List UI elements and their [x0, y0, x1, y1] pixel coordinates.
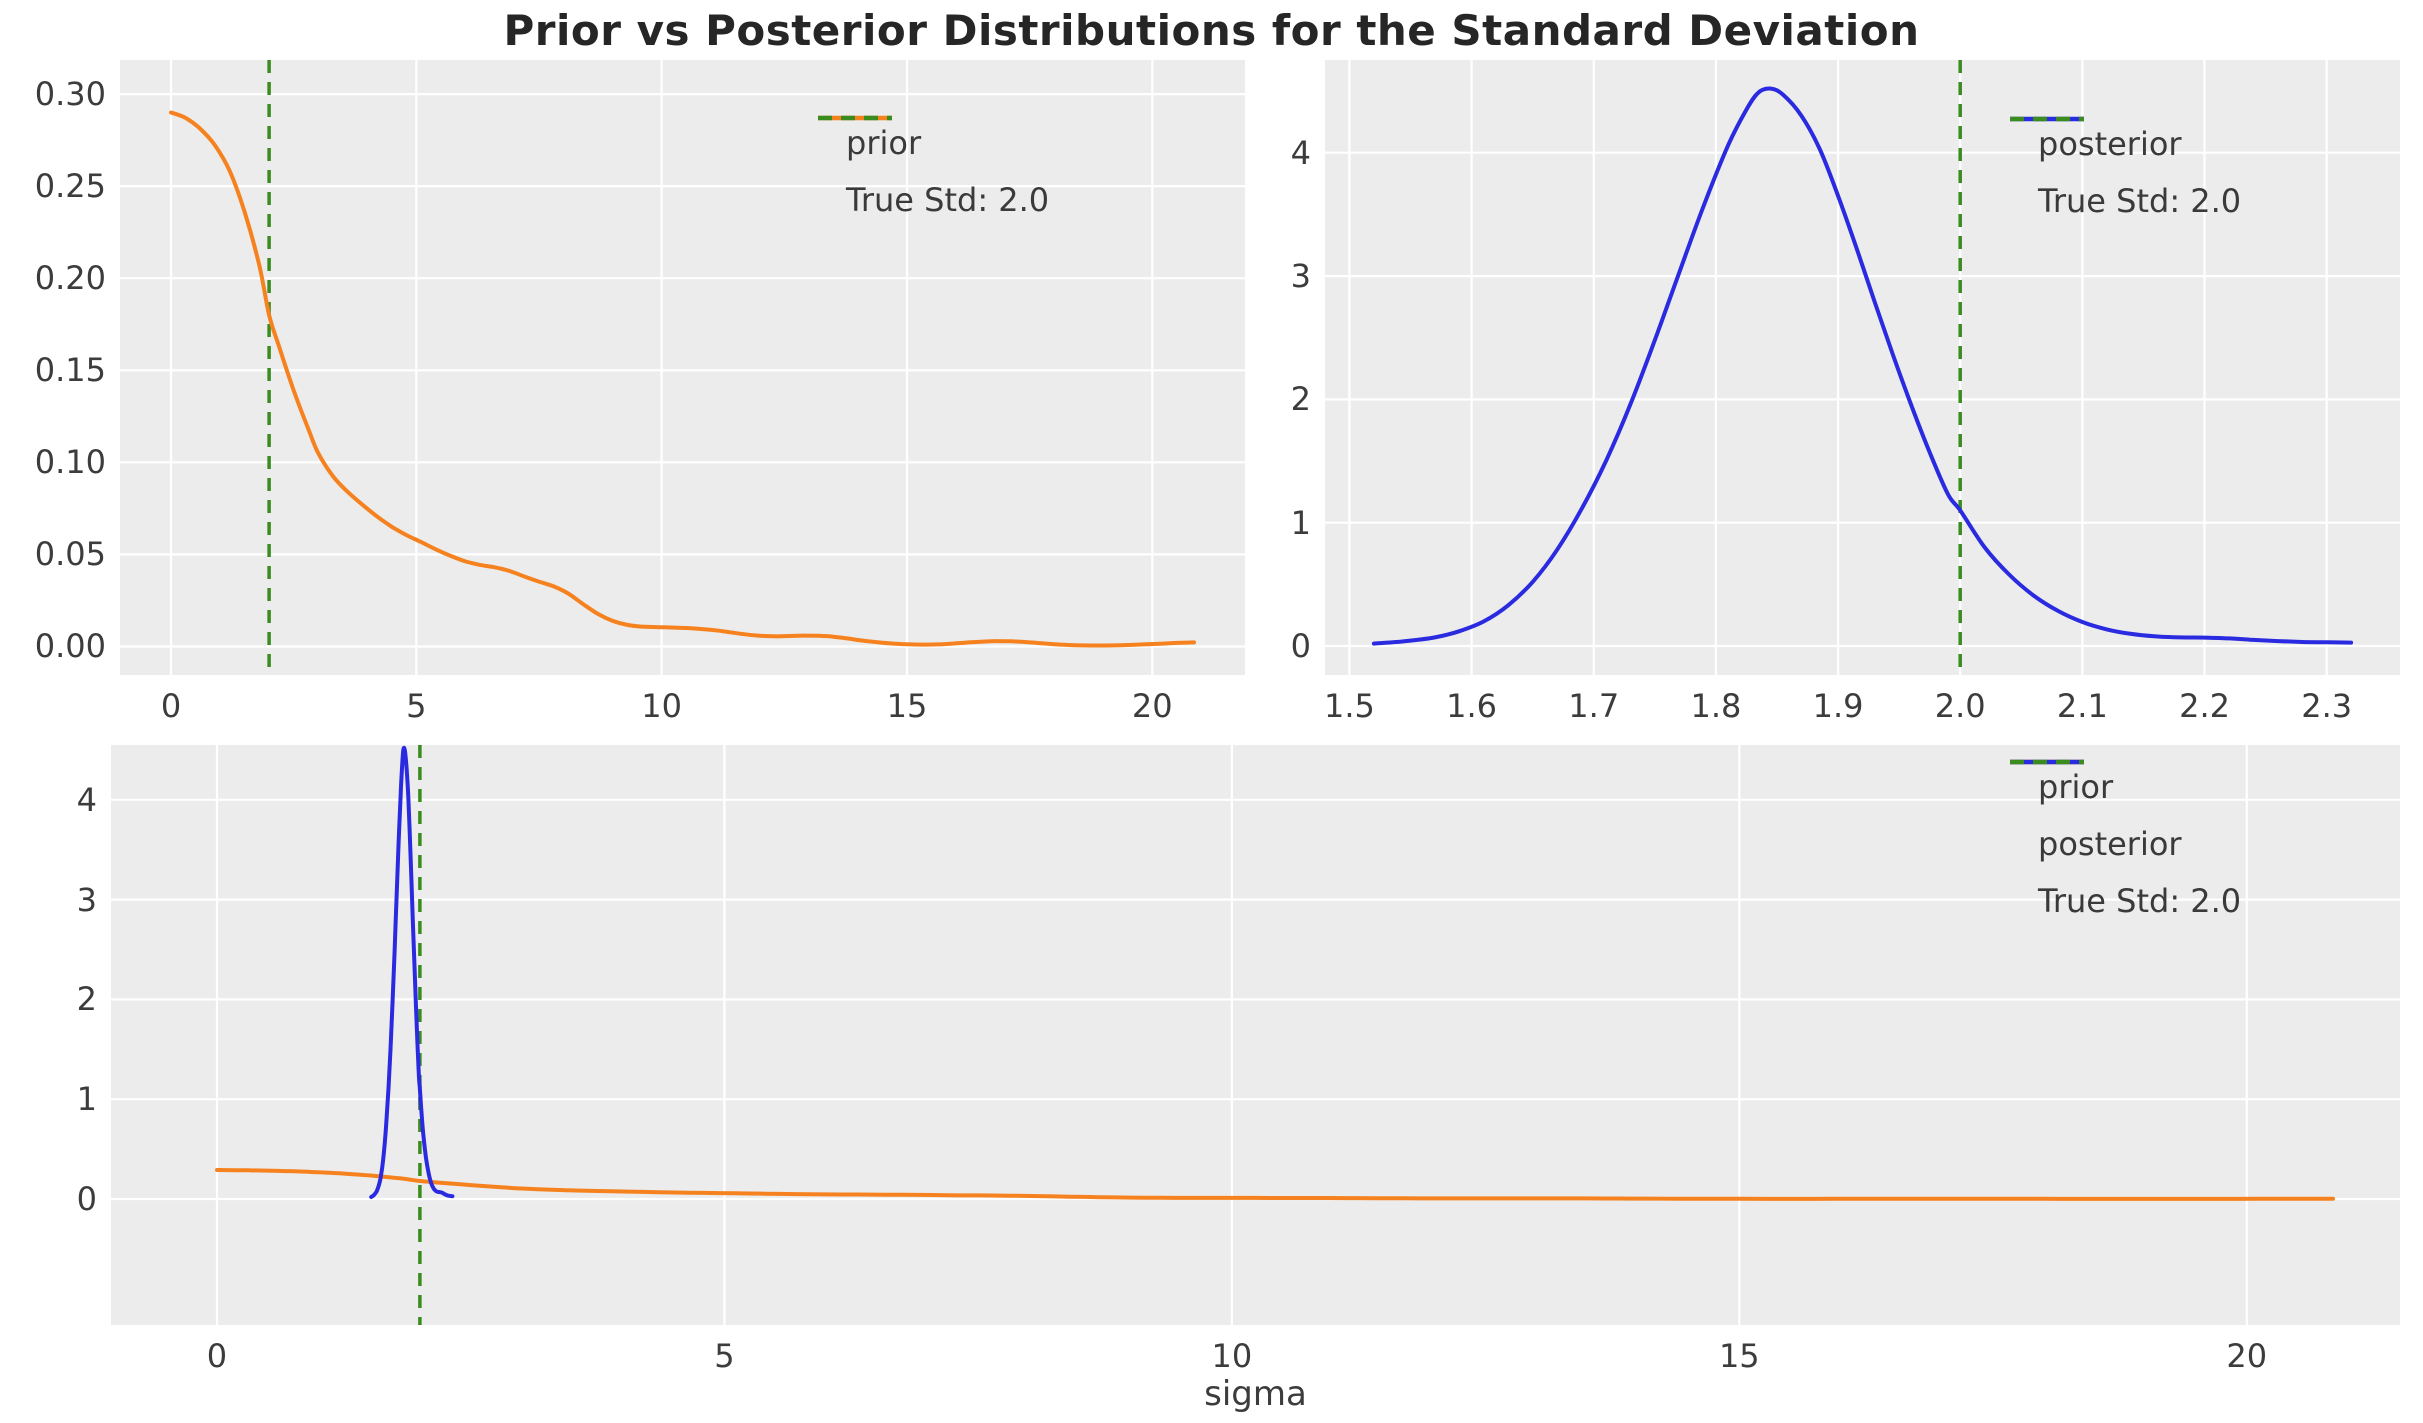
- x-tick-label: 10: [641, 687, 682, 725]
- y-tick-label: 0.30: [34, 75, 106, 114]
- x-tick-label: 2.1: [2056, 687, 2108, 725]
- prior-panel-canvas: [120, 60, 1245, 675]
- y-tick-label: 3: [1290, 257, 1311, 296]
- y-tick-label: 0: [1290, 627, 1311, 666]
- x-tick-label: 10: [1211, 1337, 1253, 1375]
- y-tick-label: 0.05: [34, 535, 106, 574]
- figure-title: Prior vs Posterior Distributions for the…: [503, 6, 1920, 55]
- legend-line-swatch: [2010, 116, 2084, 122]
- panel-background: [1325, 60, 2400, 675]
- combined-panel-legend: prior posterior True Std: 2.0: [2010, 758, 2241, 929]
- x-tick-label: 1.6: [1446, 687, 1498, 725]
- prior-curve: [169, 110, 1196, 648]
- prior-curve: [215, 1168, 2335, 1201]
- legend-item: True Std: 2.0: [818, 115, 1050, 228]
- posterior-panel-legend: posterior True Std: 2.0: [2010, 115, 2241, 229]
- combined-panel: prior posterior True Std: 2.0 0 5 10 15 20 0 1 2 3…: [77, 745, 2400, 1375]
- x-tick-label: 20: [2226, 1337, 2268, 1375]
- legend-item: posterior: [2010, 759, 2241, 872]
- legend-label: posterior: [2038, 824, 2182, 863]
- x-tick-label: 1.5: [1323, 687, 1375, 725]
- x-axis-label: sigma: [1204, 1374, 1307, 1414]
- legend-label: True Std: 2.0: [2038, 881, 2242, 920]
- x-tick-label: 20: [1131, 687, 1173, 725]
- legend-item: True Std: 2.0: [2010, 116, 2242, 229]
- x-tick-label: 2.0: [1934, 687, 1986, 725]
- legend-label: True Std: 2.0: [2038, 181, 2242, 220]
- x-tick-label: 2.3: [2301, 687, 2353, 725]
- x-tick-label: 1.7: [1568, 687, 1620, 725]
- legend-item: True Std: 2.0: [2010, 759, 2242, 929]
- y-tick-label: 4: [76, 780, 97, 819]
- legend-label: posterior: [2038, 124, 2182, 163]
- y-tick-label: 4: [1290, 133, 1311, 172]
- panel-background: [111, 745, 2400, 1325]
- legend-label: prior: [846, 123, 922, 162]
- y-tick-label: 3: [76, 880, 97, 919]
- x-tick-label: 1.8: [1690, 687, 1742, 725]
- posterior-curve: [1371, 86, 2354, 646]
- combined-panel-canvas: [111, 745, 2400, 1325]
- legend-line-swatch: [2010, 759, 2084, 765]
- posterior-panel: posterior True Std: 2.0 1.5 1.6 1.7 1.8 1.9 2.…: [1291, 60, 2400, 725]
- x-tick-label: 5: [406, 687, 427, 725]
- y-tick-label: 2: [76, 980, 97, 1019]
- x-tick-label: 0: [206, 1337, 228, 1375]
- y-tick-label: 0.20: [34, 259, 106, 298]
- x-tick-label: 1.9: [1812, 687, 1864, 725]
- x-tick-label: 0: [160, 687, 182, 725]
- x-tick-label: 2.2: [2179, 687, 2230, 725]
- x-tick-label: 15: [886, 687, 928, 725]
- panel-background: [120, 60, 1245, 675]
- legend-item: posterior: [2010, 115, 2241, 172]
- y-tick-label: 0.00: [34, 627, 106, 666]
- x-tick-label: 15: [1718, 1337, 1760, 1375]
- y-tick-label: 0: [76, 1179, 97, 1218]
- legend-label: prior: [2038, 767, 2114, 806]
- prior-panel: prior True Std: 2.0 0 5 10 15 20 0.00 0.05 0.10 0…: [35, 60, 1245, 725]
- posterior-panel-canvas: [1325, 60, 2400, 675]
- y-tick-label: 0.25: [34, 167, 106, 206]
- y-tick-label: 2: [1290, 380, 1311, 419]
- y-tick-label: 1: [76, 1080, 97, 1119]
- posterior-curve: [369, 745, 455, 1199]
- x-tick-label: 5: [714, 1337, 735, 1375]
- legend-label: True Std: 2.0: [846, 180, 1050, 219]
- prior-panel-legend: prior True Std: 2.0: [818, 114, 1049, 228]
- legend-item: prior: [2010, 758, 2241, 815]
- y-tick-label: 0.10: [34, 443, 106, 482]
- legend-line-swatch: [818, 115, 892, 121]
- legend-item: prior: [818, 114, 1049, 171]
- y-tick-label: 0.15: [34, 351, 106, 390]
- y-tick-label: 1: [1290, 503, 1311, 542]
